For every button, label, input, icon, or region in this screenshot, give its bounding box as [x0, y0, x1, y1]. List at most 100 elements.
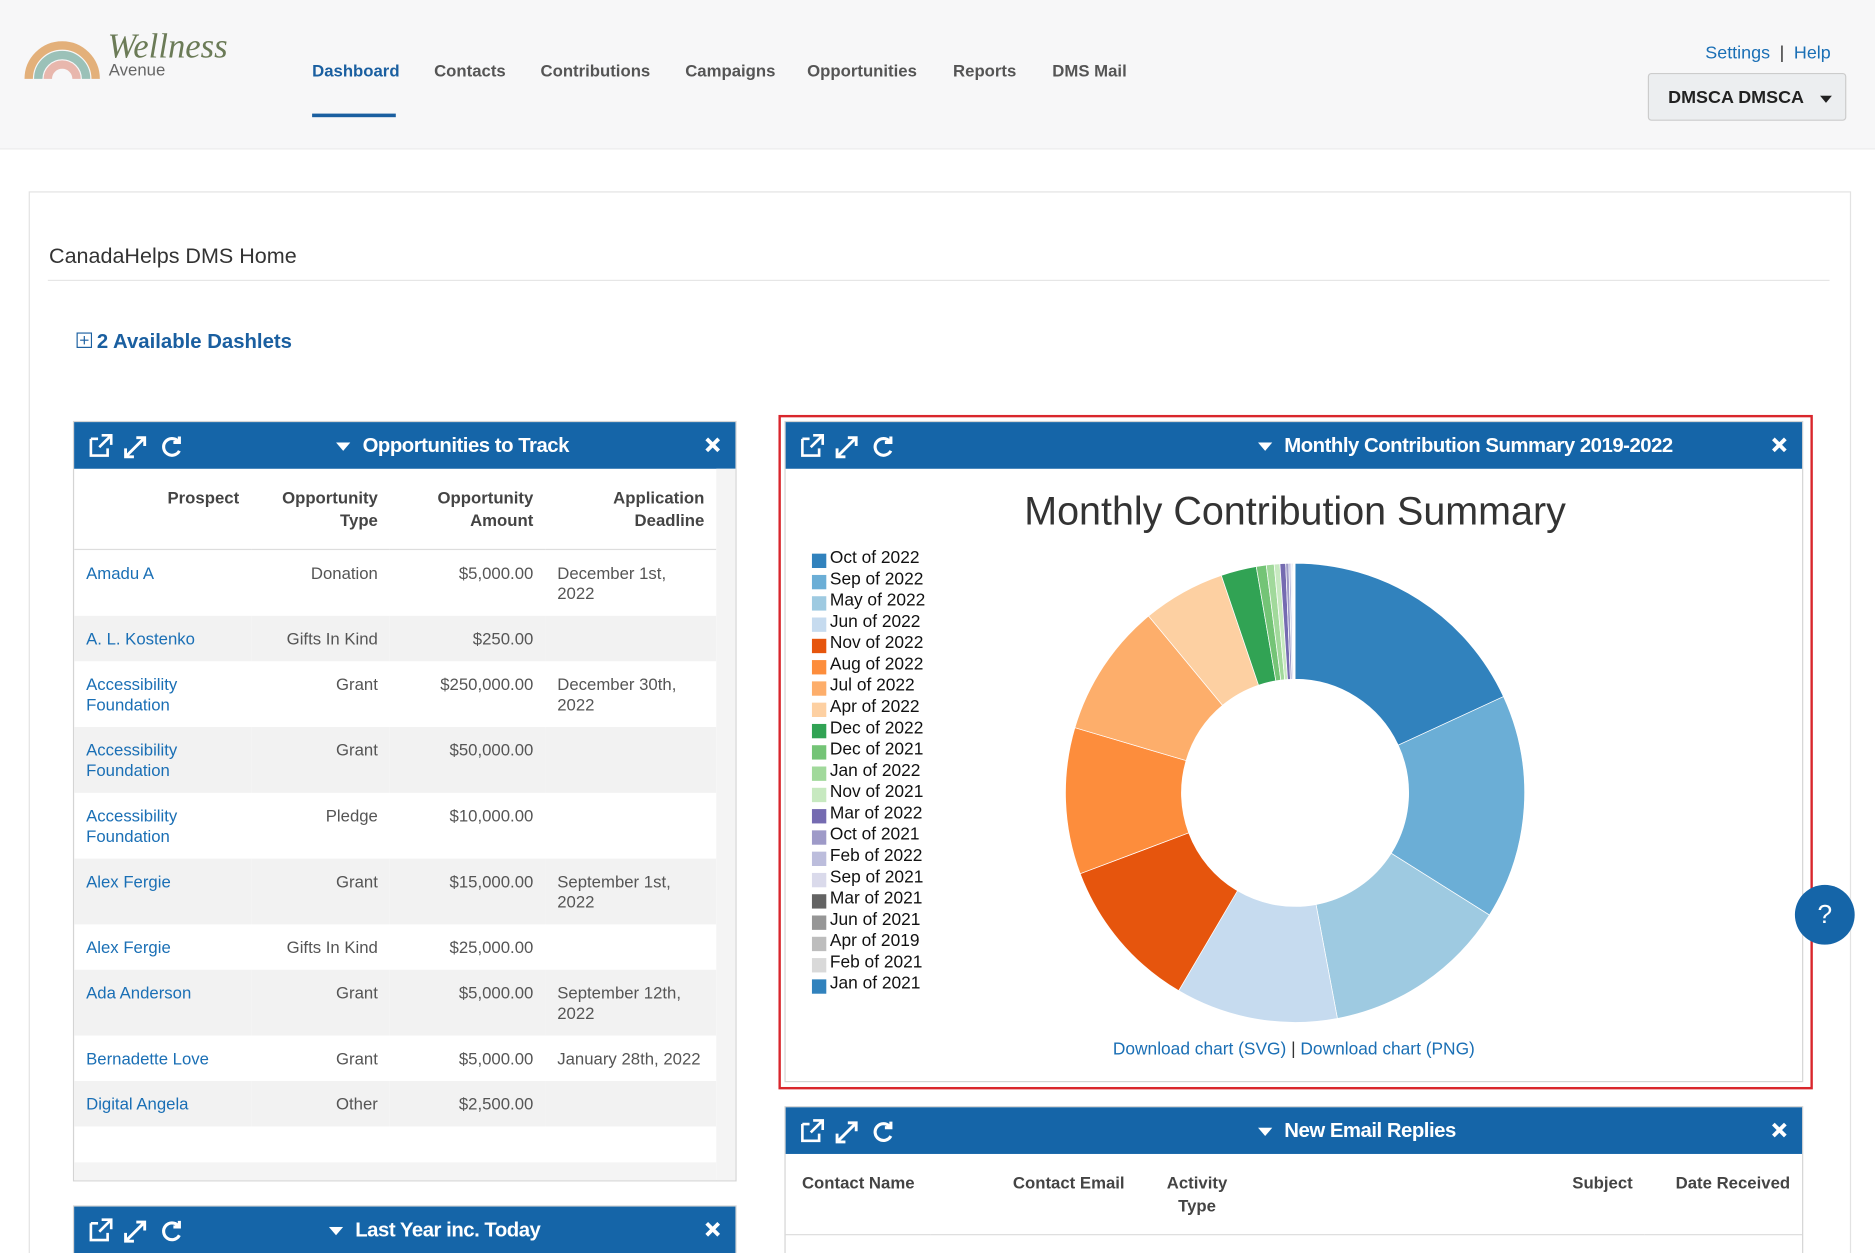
- dashlet-title: Last Year inc. Today: [355, 1218, 541, 1242]
- legend-swatch: [811, 851, 827, 866]
- table-cell: January 28th, 2022: [557, 1048, 701, 1068]
- table-row: Accessibility Foundation Grant $50,000.00: [74, 727, 717, 793]
- refresh-icon[interactable]: [873, 436, 893, 457]
- legend-label: Oct of 2022: [830, 547, 920, 567]
- column-header: Contact Email: [930, 1153, 1137, 1236]
- legend-swatch: [811, 702, 827, 718]
- dashlet-header: Last Year inc. Today: [74, 1206, 736, 1253]
- nav-item[interactable]: Dashboard: [312, 60, 400, 81]
- column-header: Date Received: [1644, 1153, 1803, 1236]
- dashlet-icons: [801, 433, 893, 459]
- collapse-icon[interactable]: [328, 1226, 344, 1237]
- download-link[interactable]: Download chart (SVG): [1112, 1040, 1287, 1060]
- table-row: Bernadette Love Grant $5,000.00 January 28t…: [74, 1036, 716, 1081]
- table-cell: $250.00: [389, 615, 546, 662]
- external-icon[interactable]: [89, 1218, 113, 1242]
- table: Prospect Opportunity Type Opportunity Amou…: [74, 468, 717, 1127]
- legend-label: Dec of 2022: [830, 717, 923, 737]
- dashlet-title: Opportunities to Track: [362, 434, 570, 457]
- legend-label: May of 2022: [830, 590, 925, 610]
- table-row: Accessibility Foundation Grant $250,000.00…: [74, 661, 716, 727]
- prospect-link[interactable]: Alex Fergie: [74, 858, 252, 925]
- table-row: Ada Anderson Grant $5,000.00 September 12th…: [74, 969, 717, 1036]
- close-icon[interactable]: [1771, 436, 1788, 453]
- prospect-link[interactable]: Accessibility Foundation: [86, 805, 178, 846]
- table-row: A. L. Kostenko Gifts In Kind $250.00: [74, 615, 717, 662]
- prospect-link[interactable]: Amadu A: [86, 563, 155, 583]
- separator: |: [1779, 43, 1785, 64]
- prospect-link[interactable]: A. L. Kostenko: [74, 615, 252, 662]
- expand-icon[interactable]: [835, 1121, 858, 1144]
- table-cell: Grant: [251, 858, 390, 925]
- nav-item[interactable]: Opportunities: [807, 60, 917, 81]
- active-indicator: [312, 113, 396, 118]
- close-icon[interactable]: [1771, 1122, 1788, 1139]
- expand-icon[interactable]: [124, 436, 147, 459]
- available-dashlets[interactable]: 2 Available Dashlets: [76, 330, 292, 354]
- table-row: Digital Angela Other $2,500.00: [74, 1081, 717, 1127]
- table-row: Alex Fergie Grant $15,000.00 September 1st,…: [74, 858, 717, 925]
- external-icon[interactable]: [89, 433, 113, 457]
- external-icon[interactable]: [801, 1119, 825, 1143]
- user-menu[interactable]: DMSCA DMSCA: [1647, 72, 1847, 121]
- prospect-link[interactable]: Ada Anderson: [74, 969, 252, 1036]
- table-cell: Gifts In Kind: [286, 937, 378, 957]
- refresh-icon[interactable]: [162, 1220, 181, 1242]
- close-icon[interactable]: [704, 1221, 721, 1238]
- collapse-icon[interactable]: [1257, 442, 1273, 452]
- nav-item[interactable]: Reports: [953, 60, 1017, 81]
- table-cell: $10,000.00: [449, 805, 534, 826]
- table-cell: $25,000.00: [449, 937, 534, 957]
- prospect-link[interactable]: Digital Angela: [74, 1081, 252, 1127]
- dashlet-header: Opportunities to Track: [74, 422, 736, 469]
- table-row: Alex Fergie Gifts In Kind $25,000.00: [74, 924, 716, 969]
- table-cell: Other: [251, 1081, 390, 1127]
- nav-item[interactable]: DMS Mail: [1052, 60, 1127, 81]
- donut-slice[interactable]: [1390, 696, 1525, 916]
- highlight: [778, 414, 1813, 1090]
- table-cell: Donation: [310, 563, 378, 583]
- prospect-link[interactable]: Accessibility Foundation: [86, 674, 178, 714]
- chart: Monthly Contribution Summary Oct of 2022…: [811, 490, 1566, 1023]
- donut-slice[interactable]: [1294, 562, 1504, 746]
- table-cell: [545, 793, 716, 859]
- table-cell: $5,000.00: [389, 969, 546, 1036]
- nav-item[interactable]: Contributions: [540, 60, 651, 81]
- nav-item[interactable]: Campaigns: [685, 60, 776, 81]
- legend-label: Feb of 2021: [830, 951, 922, 971]
- legend-swatch: [811, 936, 827, 952]
- legend-label: Sep of 2022: [830, 568, 923, 588]
- scrollbar[interactable]: [74, 1162, 717, 1181]
- column-header: Opportunity Type: [251, 468, 390, 551]
- legend-swatch: [811, 787, 827, 803]
- collapse-icon[interactable]: [336, 442, 351, 452]
- top-link[interactable]: Help: [1793, 43, 1831, 64]
- prospect-link[interactable]: Accessibility Foundation: [74, 727, 252, 793]
- close-icon[interactable]: [704, 436, 721, 453]
- expand-icon[interactable]: [835, 436, 858, 459]
- prospect-link[interactable]: Alex Fergie: [86, 937, 171, 957]
- expand-icon[interactable]: [124, 1220, 147, 1243]
- table-cell: $2,500.00: [389, 1081, 546, 1127]
- help-button[interactable]: ?: [1794, 884, 1855, 945]
- column-header: Prospect: [74, 468, 252, 551]
- nav-item[interactable]: Contacts: [434, 60, 506, 81]
- external-icon[interactable]: [801, 433, 825, 457]
- prospect-link[interactable]: Bernadette Love: [86, 1048, 209, 1068]
- table-cell: Grant: [336, 674, 378, 694]
- collapse-icon[interactable]: [1257, 1127, 1273, 1138]
- top-link[interactable]: Settings: [1705, 43, 1771, 64]
- dashlet-icons: [89, 433, 181, 459]
- refresh-icon[interactable]: [162, 436, 181, 457]
- refresh-icon[interactable]: [873, 1121, 893, 1142]
- download-link[interactable]: Download chart (PNG): [1300, 1040, 1475, 1060]
- table-header: Contact Name Contact Email Activity Type Su…: [785, 1153, 1803, 1236]
- legend-label: Nov of 2022: [830, 632, 923, 652]
- scrollbar[interactable]: [716, 468, 736, 1181]
- table-cell: September 12th, 2022: [545, 969, 717, 1036]
- top-links: Settings | Help: [1700, 43, 1835, 63]
- legend-swatch: [811, 596, 827, 611]
